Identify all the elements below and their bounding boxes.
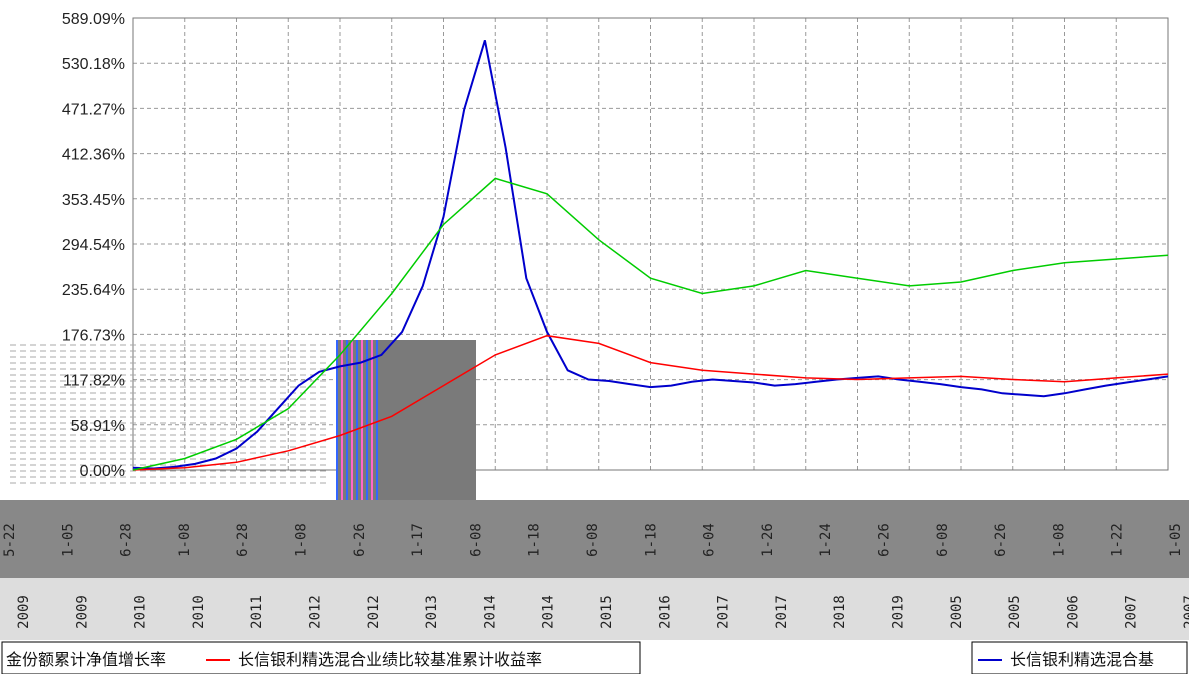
- x-tick-date: 6-08: [468, 523, 484, 557]
- x-tick-date: 1-08: [1051, 523, 1067, 557]
- artifact-stripe: [371, 340, 373, 500]
- x-tick-year: 2016: [657, 595, 673, 629]
- x-tick-year: 2017: [774, 595, 790, 629]
- x-tick-date: 1-05: [1168, 523, 1184, 557]
- x-tick-date: 6-08: [935, 523, 951, 557]
- x-tick-date: 1-05: [60, 523, 76, 557]
- y-axis-ticks: 589.09% 530.18% 471.27% 412.36% 353.45% 294.5…: [62, 11, 125, 480]
- artifact-stripe: [376, 340, 378, 500]
- artifact-stripe: [341, 340, 343, 500]
- y-tick-label: 235.64%: [62, 282, 125, 299]
- x-tick-year: 2015: [599, 595, 615, 629]
- x-tick-year: 2010: [133, 595, 149, 629]
- x-tick-date: 6-28: [119, 523, 135, 557]
- x-tick-year: 2017: [716, 595, 732, 629]
- artifact-year-band: [0, 578, 1189, 640]
- x-axis-ticks: 5-22 2009 1-05 2009 6-28 2010 1-08 2010 6-28 2011…: [2, 523, 1189, 629]
- x-tick-date: 6-26: [877, 523, 893, 557]
- artifact-stripe: [346, 340, 348, 500]
- legend-label-benchmark: 长信银利精选混合业绩比较基准累计收益率: [238, 650, 542, 669]
- y-tick-label: 176.73%: [62, 327, 125, 344]
- render-artifacts: [0, 340, 1189, 640]
- grid-lines: [132, 17, 1169, 471]
- plot-frame: [132, 17, 1169, 471]
- x-tick-year: 2012: [366, 595, 382, 629]
- x-tick-year: 2005: [1007, 595, 1023, 629]
- legend: 金份额累计净值增长率 长信银利精选混合业绩比较基准累计收益率 长信银利精选混合基: [1, 641, 1188, 674]
- artifact-tick-band: [0, 500, 1189, 578]
- y-tick-label: 589.09%: [62, 11, 125, 28]
- x-tick-year: 2012: [308, 595, 324, 629]
- artifact-stripe: [336, 340, 338, 500]
- artifact-stripe: [361, 340, 363, 500]
- legend-label-fund-share: 金份额累计净值增长率: [6, 650, 166, 669]
- x-tick-date: 6-26: [352, 523, 368, 557]
- artifact-stripe: [356, 340, 358, 500]
- x-tick-year: 2005: [949, 595, 965, 629]
- y-tick-label: 117.82%: [63, 373, 125, 390]
- x-tick-year: 2006: [1065, 595, 1081, 629]
- y-tick-label: 530.18%: [62, 56, 125, 73]
- x-tick-date: 1-08: [177, 523, 193, 557]
- x-tick-year: 2013: [424, 595, 440, 629]
- x-tick-year: 2007: [1182, 595, 1189, 629]
- legend-box-right: [971, 641, 1188, 674]
- series-lines: [132, 40, 1169, 471]
- x-tick-date: 1-26: [760, 523, 776, 557]
- x-tick-year: 2019: [891, 595, 907, 629]
- x-tick-date: 6-08: [585, 523, 601, 557]
- x-tick-year: 2007: [1124, 595, 1140, 629]
- x-tick-date: 6-26: [993, 523, 1009, 557]
- y-tick-label: 58.91%: [71, 418, 125, 435]
- x-tick-date: 1-18: [643, 523, 659, 557]
- x-tick-year: 2010: [191, 595, 207, 629]
- x-tick-year: 2009: [74, 595, 90, 629]
- x-tick-date: 1-08: [294, 523, 310, 557]
- y-tick-label: 353.45%: [62, 192, 125, 209]
- y-tick-label: 294.54%: [62, 237, 125, 254]
- legend-box-left: [1, 641, 641, 674]
- artifact-gray-block: [336, 340, 476, 500]
- y-tick-label: 0.00%: [80, 463, 125, 480]
- y-tick-label: 471.27%: [62, 101, 125, 118]
- series-line-0: [132, 40, 1169, 470]
- x-tick-date: 1-24: [818, 523, 834, 557]
- legend-label-fund: 长信银利精选混合基: [1010, 650, 1154, 669]
- x-tick-date: 5-22: [2, 523, 18, 557]
- x-tick-date: 1-18: [527, 523, 543, 557]
- x-tick-date: 1-22: [1110, 523, 1126, 557]
- x-tick-date: 6-28: [235, 523, 251, 557]
- x-tick-year: 2014: [482, 595, 498, 629]
- y-tick-label: 412.36%: [62, 147, 125, 164]
- x-tick-year: 2014: [541, 595, 557, 629]
- x-tick-year: 2018: [832, 595, 848, 629]
- artifact-stripe: [366, 340, 368, 500]
- x-tick-date: 6-04: [702, 523, 718, 557]
- x-tick-date: 1-17: [410, 523, 426, 557]
- x-tick-year: 2009: [16, 595, 32, 629]
- series-line-2: [132, 177, 1169, 471]
- x-tick-year: 2011: [249, 595, 265, 629]
- artifact-stripe: [351, 340, 353, 500]
- series-line-1: [132, 334, 1169, 471]
